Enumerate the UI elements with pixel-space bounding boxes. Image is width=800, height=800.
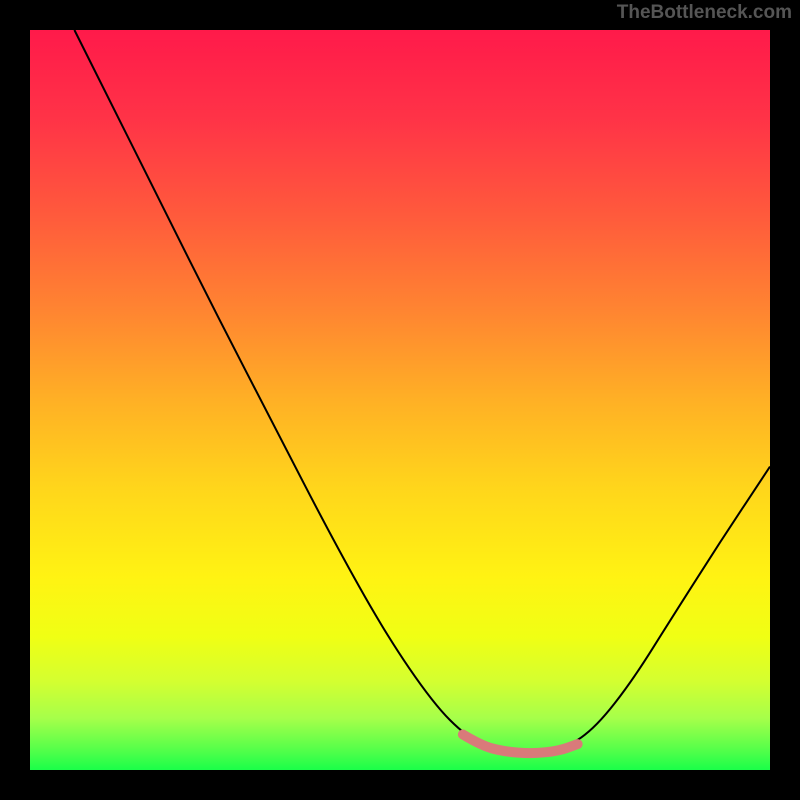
highlight-layer — [0, 0, 800, 800]
optimal-range-highlight — [463, 735, 578, 754]
watermark-text: TheBottleneck.com — [617, 2, 792, 24]
